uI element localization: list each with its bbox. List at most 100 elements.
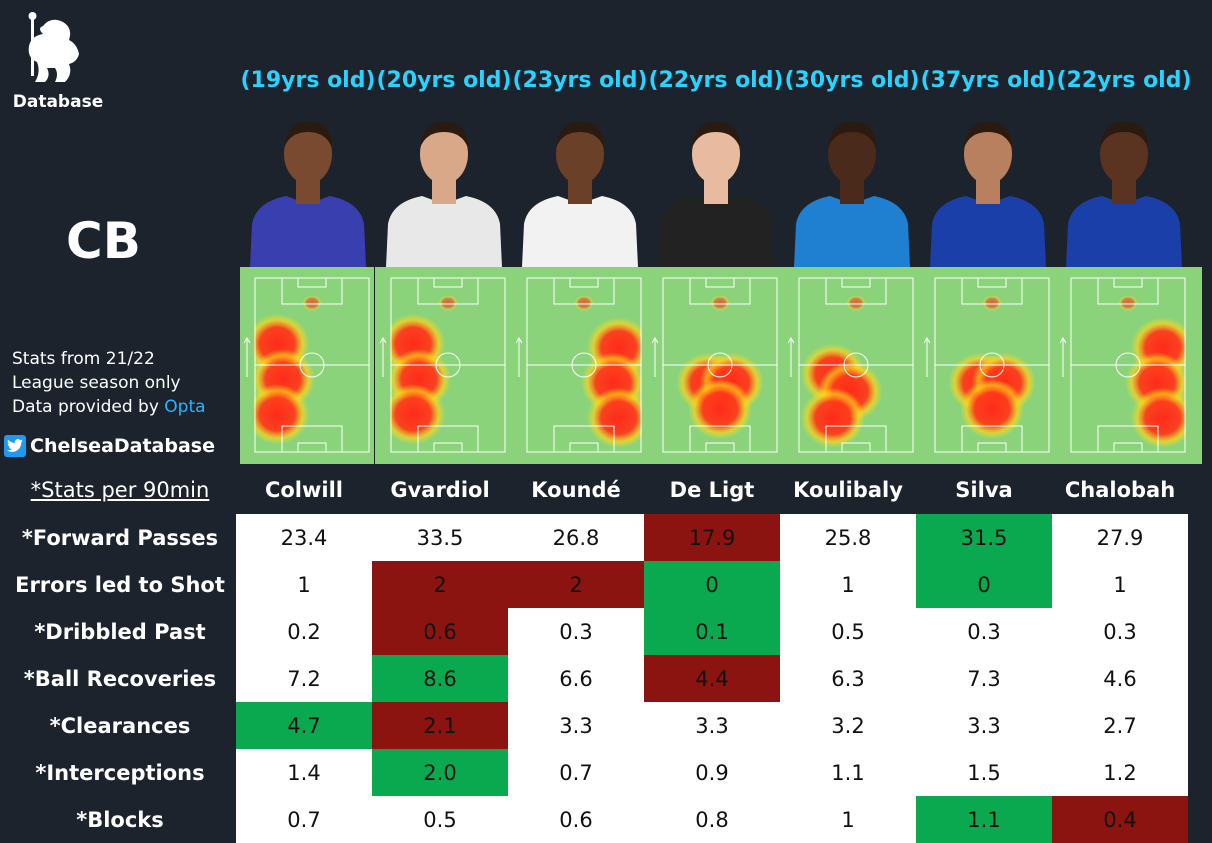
table-row: *Clearances 4.7 2.1 3.3 3.3 3.2 3.3 2.7 — [4, 702, 1188, 749]
player-photo — [518, 104, 642, 267]
stat-label: *Clearances — [4, 702, 236, 749]
stat-value: 0 — [916, 561, 1052, 608]
player-name-header: Colwill — [236, 466, 372, 514]
stat-label: *Interceptions — [4, 749, 236, 796]
attack-direction-arrow-icon — [243, 337, 251, 377]
twitter-icon — [4, 435, 26, 457]
stat-value: 8.6 — [372, 655, 508, 702]
player-age: (37yrs old) — [920, 68, 1056, 93]
stat-value: 0.6 — [372, 608, 508, 655]
stat-value: 27.9 — [1052, 514, 1188, 561]
stat-value: 33.5 — [372, 514, 508, 561]
attack-direction-arrow-icon — [651, 337, 659, 377]
player-age: (30yrs old) — [784, 68, 920, 93]
player-photo — [246, 104, 370, 267]
player-name-header: Gvardiol — [372, 466, 508, 514]
table-row: *Interceptions 1.4 2.0 0.7 0.9 1.1 1.5 1.2 — [4, 749, 1188, 796]
stat-value: 1.2 — [1052, 749, 1188, 796]
heatmap-strip — [240, 267, 1202, 464]
stat-value: 0.4 — [1052, 796, 1188, 843]
stat-value: 0.1 — [644, 608, 780, 655]
info-text: Stats from 21/22 League season only Data… — [12, 347, 206, 419]
player-age: (22yrs old) — [648, 68, 784, 93]
stat-value: 4.4 — [644, 655, 780, 702]
stat-value: 3.3 — [916, 702, 1052, 749]
logo-text: Database — [12, 92, 104, 112]
table-row: *Dribbled Past 0.2 0.6 0.3 0.1 0.5 0.3 0.3 — [4, 608, 1188, 655]
pitch-heatmap — [662, 277, 778, 453]
stat-value: 2 — [508, 561, 644, 608]
attack-direction-arrow-icon — [787, 337, 795, 377]
stat-value: 0.8 — [644, 796, 780, 843]
attack-direction-arrow-icon — [379, 337, 387, 377]
stat-value: 1.5 — [916, 749, 1052, 796]
stat-value: 7.3 — [916, 655, 1052, 702]
stat-value: 6.3 — [780, 655, 916, 702]
stat-value: 25.8 — [780, 514, 916, 561]
stat-value: 0.7 — [508, 749, 644, 796]
stat-value: 4.7 — [236, 702, 372, 749]
stat-value: 4.6 — [1052, 655, 1188, 702]
stat-value: 0.7 — [236, 796, 372, 843]
stat-label: *Blocks — [4, 796, 236, 843]
attack-direction-arrow-icon — [923, 337, 931, 377]
player-age: (23yrs old) — [512, 68, 648, 93]
player-name-header: Silva — [916, 466, 1052, 514]
pitch-heatmap — [390, 277, 506, 453]
stat-value: 0.6 — [508, 796, 644, 843]
stat-value: 7.2 — [236, 655, 372, 702]
data-source: Opta — [164, 397, 206, 417]
player-name-header: Koulibaly — [780, 466, 916, 514]
info-line-2: League season only — [12, 373, 181, 393]
table-body: *Forward Passes 23.4 33.5 26.8 17.9 25.8 31.5 2… — [4, 514, 1188, 843]
stat-value: 1.1 — [780, 749, 916, 796]
table-row: *Blocks 0.7 0.5 0.6 0.8 1 1.1 0.4 — [4, 796, 1188, 843]
info-line-3-prefix: Data provided by — [12, 397, 165, 417]
stat-value: 0.2 — [236, 608, 372, 655]
player-photo — [382, 104, 506, 267]
stat-label: *Forward Passes — [4, 514, 236, 561]
stat-value: 0.3 — [1052, 608, 1188, 655]
info-line-1: Stats from 21/22 — [12, 349, 155, 369]
twitter-handle: ChelseaDatabase — [30, 435, 215, 457]
stat-label: Errors led to Shot — [4, 561, 236, 608]
stats-table: *Stats per 90min Colwill Gvardiol Koundé De… — [4, 466, 1188, 843]
player-age: (20yrs old) — [376, 68, 512, 93]
stat-value: 1.4 — [236, 749, 372, 796]
stat-value: 2.1 — [372, 702, 508, 749]
stat-value: 1 — [236, 561, 372, 608]
stat-value: 1 — [780, 561, 916, 608]
stat-value: 17.9 — [644, 514, 780, 561]
stat-value: 0.3 — [916, 608, 1052, 655]
player-name-header: Koundé — [508, 466, 644, 514]
stat-value: 2.0 — [372, 749, 508, 796]
stat-value: 1.1 — [916, 796, 1052, 843]
player-ages-row: (19yrs old) (20yrs old) (23yrs old) (22yrs … — [0, 68, 1212, 98]
lion-icon — [28, 12, 79, 82]
stat-value: 6.6 — [508, 655, 644, 702]
table-row: *Ball Recoveries 7.2 8.6 6.6 4.4 6.3 7.3 4.6 — [4, 655, 1188, 702]
stat-value: 2.7 — [1052, 702, 1188, 749]
pitch-heatmap — [254, 277, 370, 453]
stat-value: 2 — [372, 561, 508, 608]
stat-value: 1 — [780, 796, 916, 843]
position-title: CB — [66, 212, 141, 270]
player-photo — [654, 104, 778, 267]
player-name-header: De Ligt — [644, 466, 780, 514]
stat-value: 0 — [644, 561, 780, 608]
stat-value: 3.3 — [644, 702, 780, 749]
stat-value: 3.3 — [508, 702, 644, 749]
stats-header-label: *Stats per 90min — [4, 466, 236, 514]
stat-value: 3.2 — [780, 702, 916, 749]
stat-value: 26.8 — [508, 514, 644, 561]
player-photo — [790, 104, 914, 267]
player-photo — [1062, 104, 1186, 267]
player-age: (22yrs old) — [1056, 68, 1192, 93]
table-row: *Forward Passes 23.4 33.5 26.8 17.9 25.8 31.5 2… — [4, 514, 1188, 561]
stat-value: 0.9 — [644, 749, 780, 796]
info-line-3: Data provided by Opta — [12, 395, 206, 419]
player-age: (19yrs old) — [240, 68, 376, 93]
twitter-handle-block: ChelseaDatabase — [4, 432, 215, 460]
pitch-heatmap — [526, 277, 642, 453]
stat-value: 1 — [1052, 561, 1188, 608]
